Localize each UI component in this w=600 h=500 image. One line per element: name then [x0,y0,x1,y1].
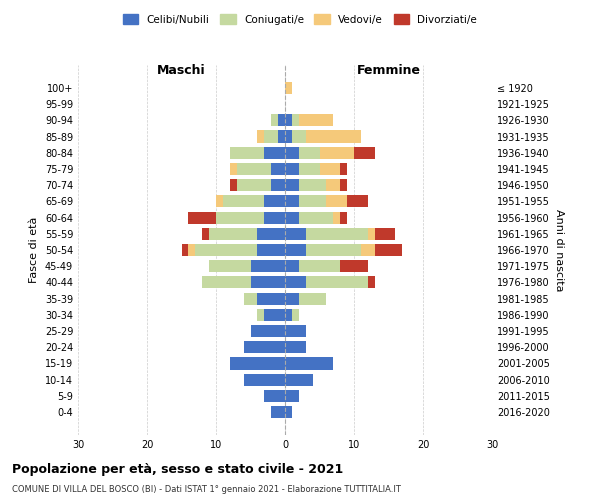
Bar [320,146,354,159]
Bar [216,196,223,207]
Y-axis label: Anni di nascita: Anni di nascita [554,209,563,291]
Bar [285,146,299,159]
Bar [299,146,320,159]
Bar [306,228,368,240]
Bar [285,325,306,337]
Bar [251,325,285,337]
Bar [368,276,374,288]
Bar [271,179,285,191]
Bar [285,292,299,304]
Bar [202,276,251,288]
Bar [285,244,306,256]
Bar [257,130,265,142]
Bar [182,244,188,256]
Bar [257,244,285,256]
Bar [230,358,285,370]
Bar [265,196,285,207]
Bar [188,212,216,224]
Bar [265,212,285,224]
Bar [306,276,368,288]
Bar [285,341,306,353]
Bar [271,114,278,126]
Bar [306,244,361,256]
Bar [285,358,334,370]
Bar [216,212,265,224]
Bar [292,130,306,142]
Bar [230,179,237,191]
Bar [361,244,374,256]
Bar [299,196,326,207]
Bar [236,179,271,191]
Bar [230,163,237,175]
Bar [285,260,299,272]
Bar [285,130,292,142]
Bar [285,196,299,207]
Bar [265,130,278,142]
Bar [209,260,251,272]
Bar [285,309,292,321]
Bar [265,146,285,159]
Bar [209,228,257,240]
Bar [285,82,292,94]
Bar [271,163,285,175]
Bar [285,406,292,418]
Bar [340,179,347,191]
Bar [278,114,285,126]
Bar [285,276,306,288]
Bar [285,114,292,126]
Bar [374,244,402,256]
Bar [244,374,285,386]
Bar [292,309,299,321]
Bar [299,114,334,126]
Bar [354,146,374,159]
Bar [271,406,285,418]
Bar [326,179,340,191]
Bar [299,163,320,175]
Bar [285,390,299,402]
Bar [285,374,313,386]
Bar [251,260,285,272]
Bar [257,309,265,321]
Bar [196,244,257,256]
Text: COMUNE DI VILLA DEL BOSCO (BI) - Dati ISTAT 1° gennaio 2021 - Elaborazione TUTTI: COMUNE DI VILLA DEL BOSCO (BI) - Dati IS… [12,486,401,494]
Bar [278,130,285,142]
Text: Popolazione per età, sesso e stato civile - 2021: Popolazione per età, sesso e stato civil… [12,462,343,475]
Bar [230,146,265,159]
Bar [299,292,326,304]
Bar [265,309,285,321]
Legend: Celibi/Nubili, Coniugati/e, Vedovi/e, Divorziati/e: Celibi/Nubili, Coniugati/e, Vedovi/e, Di… [119,10,481,29]
Bar [257,228,285,240]
Bar [257,292,285,304]
Bar [374,228,395,240]
Text: Maschi: Maschi [157,64,206,76]
Bar [292,114,299,126]
Bar [202,228,209,240]
Bar [265,390,285,402]
Bar [334,212,340,224]
Bar [299,260,340,272]
Bar [347,196,368,207]
Y-axis label: Fasce di età: Fasce di età [29,217,39,283]
Bar [285,212,299,224]
Bar [320,163,340,175]
Bar [251,276,285,288]
Bar [244,341,285,353]
Bar [368,228,374,240]
Bar [340,212,347,224]
Bar [188,244,196,256]
Bar [285,179,299,191]
Bar [340,163,347,175]
Bar [236,163,271,175]
Bar [299,212,334,224]
Bar [285,163,299,175]
Bar [244,292,257,304]
Text: Femmine: Femmine [356,64,421,76]
Bar [223,196,265,207]
Bar [285,228,306,240]
Bar [340,260,368,272]
Bar [306,130,361,142]
Bar [299,179,326,191]
Bar [326,196,347,207]
